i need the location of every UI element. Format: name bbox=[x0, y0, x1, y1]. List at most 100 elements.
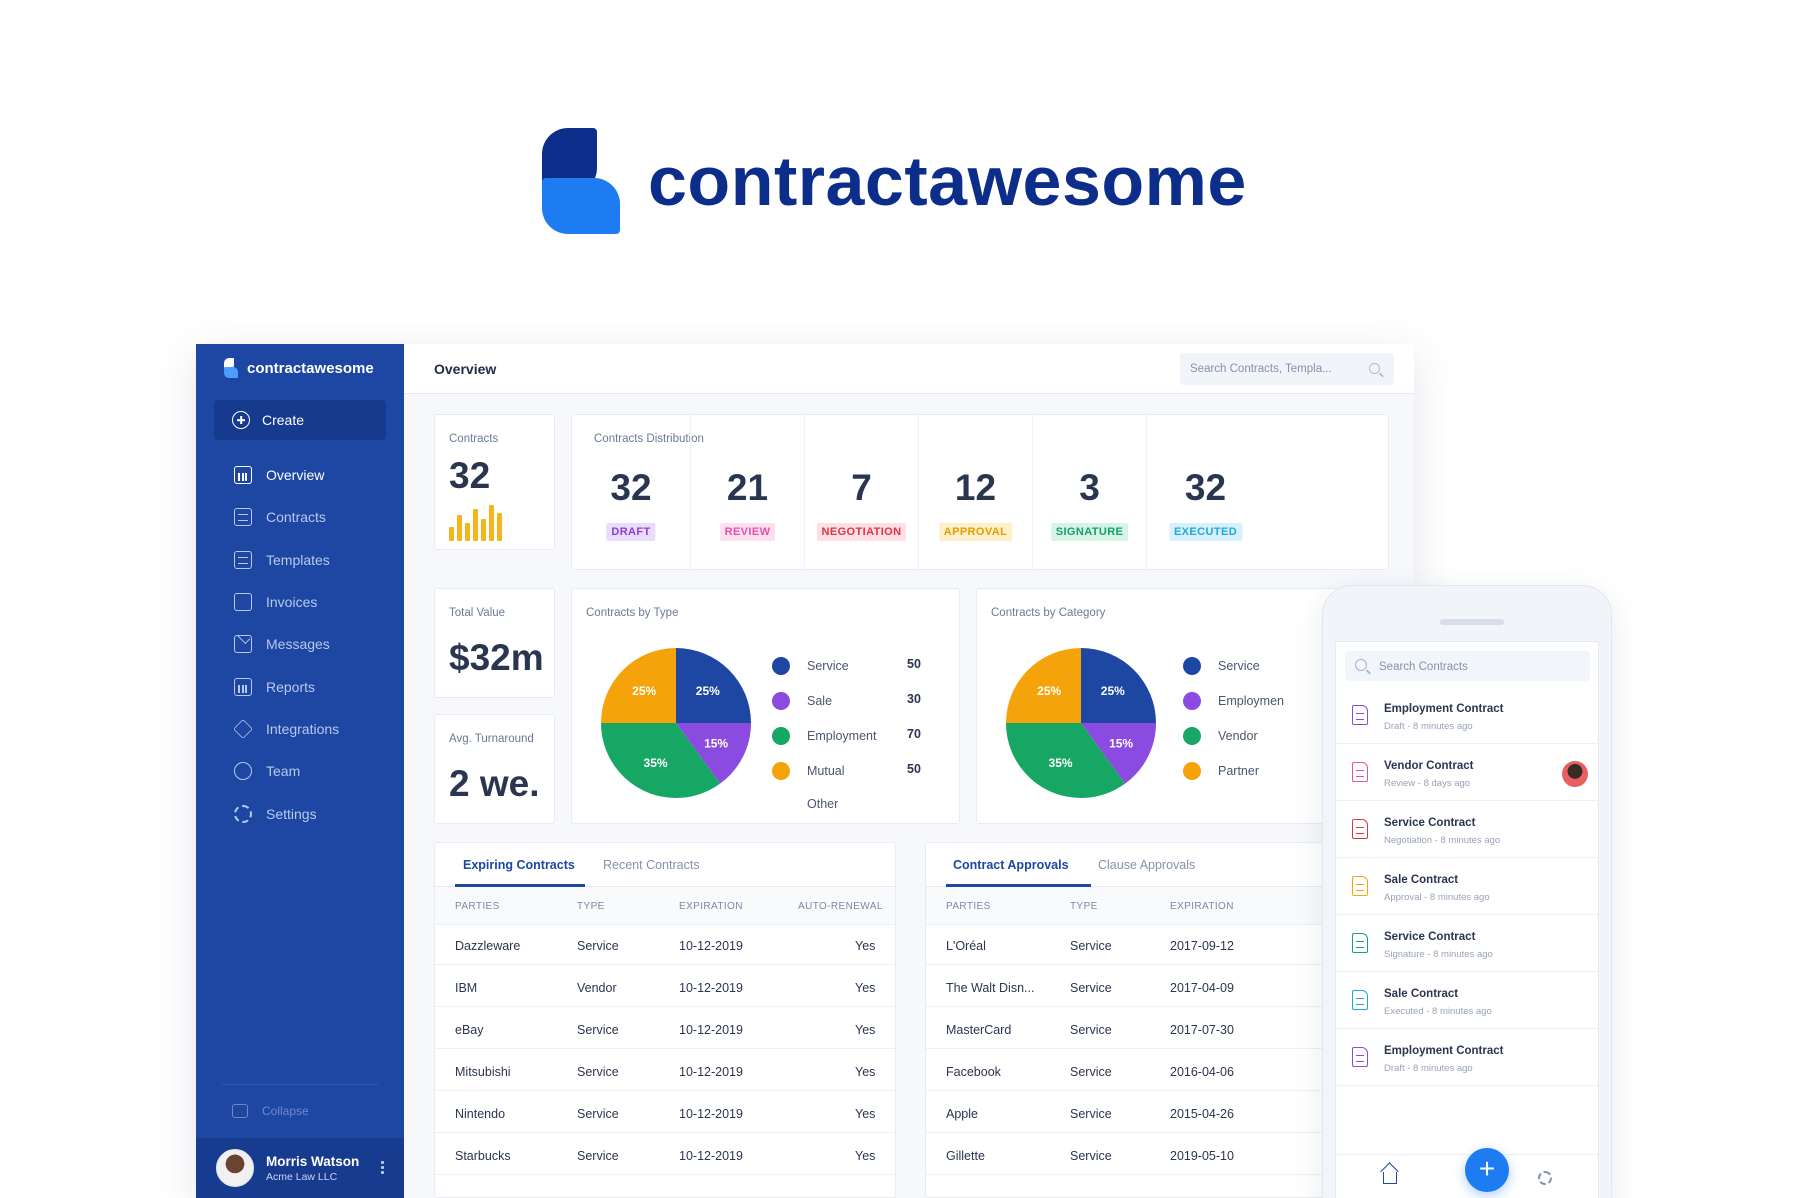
more-icon[interactable] bbox=[381, 1160, 384, 1175]
sidebar-item-contracts[interactable]: Contracts bbox=[196, 496, 404, 538]
tab-contract-approvals[interactable]: Contract Approvals bbox=[953, 858, 1069, 872]
document-icon bbox=[1352, 1047, 1368, 1067]
mobile-contract-item[interactable]: Service Contract Negotiation - 8 minutes … bbox=[1336, 804, 1598, 858]
table-cell: 2017-07-30 bbox=[1170, 1023, 1234, 1037]
legend-item[interactable]: Service bbox=[1183, 657, 1260, 675]
sidebar-item-templates[interactable]: Templates bbox=[196, 539, 404, 581]
pie-slice[interactable] bbox=[601, 723, 721, 798]
home-icon[interactable] bbox=[1383, 1172, 1397, 1184]
table-cell: The Walt Disn... bbox=[946, 981, 1035, 995]
mobile-contract-item[interactable]: Sale Contract Approval - 8 minutes ago bbox=[1336, 861, 1598, 915]
pie-slice[interactable] bbox=[676, 723, 751, 784]
distribution-stage[interactable]: 7 NEGOTIATION bbox=[804, 415, 918, 569]
pie-slice[interactable] bbox=[1081, 723, 1156, 784]
plus-circle-icon bbox=[232, 411, 250, 429]
table-cell: Yes bbox=[855, 939, 876, 953]
legend-item[interactable]: Service bbox=[772, 657, 849, 675]
document-icon bbox=[1352, 762, 1368, 782]
table-cell: IBM bbox=[455, 981, 478, 995]
pie-slice-label: 35% bbox=[1049, 756, 1073, 770]
legend-item[interactable]: Mutual bbox=[772, 762, 845, 780]
stage-count: 7 bbox=[851, 467, 872, 508]
legend-item[interactable]: Employment bbox=[772, 727, 876, 745]
sidebar-item-team[interactable]: Team bbox=[196, 750, 404, 792]
sidebar-item-settings[interactable]: Settings bbox=[196, 792, 404, 834]
legend-item[interactable]: Employmen bbox=[1183, 692, 1284, 710]
mobile-contract-item[interactable]: Vendor Contract Review - 8 days ago bbox=[1336, 747, 1598, 801]
legend-item[interactable]: Other bbox=[772, 797, 838, 811]
active-tab-indicator bbox=[455, 884, 585, 887]
table-cell: Yes bbox=[855, 981, 876, 995]
mobile-search-input[interactable]: Search Contracts bbox=[1345, 651, 1590, 681]
phone-speaker bbox=[1440, 619, 1504, 625]
table-cell: Service bbox=[1070, 1149, 1112, 1163]
legend-item[interactable]: Sale bbox=[772, 692, 832, 710]
column-header[interactable]: EXPIRATION bbox=[1170, 901, 1234, 912]
total-value: $32m bbox=[449, 637, 544, 678]
tab-clause-approvals[interactable]: Clause Approvals bbox=[1098, 858, 1196, 872]
column-header[interactable]: AUTO-RENEWAL bbox=[798, 901, 883, 912]
table-row[interactable]: Starbucks Service 10-12-2019 Yes bbox=[435, 1135, 895, 1175]
document-icon bbox=[1352, 876, 1368, 896]
turnaround-value: 2 we. bbox=[449, 763, 540, 804]
pie-slice[interactable] bbox=[601, 648, 676, 723]
sidebar-item-reports[interactable]: Reports bbox=[196, 665, 404, 707]
table-cell: Service bbox=[1070, 981, 1112, 995]
pie-slice-label: 25% bbox=[696, 684, 720, 698]
sidebar-item-integrations[interactable]: Integrations bbox=[196, 708, 404, 750]
table-row[interactable]: eBay Service 10-12-2019 Yes bbox=[435, 1009, 895, 1049]
contracts-count: 32 bbox=[449, 455, 491, 496]
pie-slice[interactable] bbox=[676, 648, 751, 723]
column-header[interactable]: TYPE bbox=[1070, 901, 1098, 912]
distribution-stage[interactable]: 3 SIGNATURE bbox=[1032, 415, 1146, 569]
page-title: Overview bbox=[434, 361, 497, 377]
mobile-contract-item[interactable]: Service Contract Signature - 8 minutes ag… bbox=[1336, 918, 1598, 972]
column-header[interactable]: TYPE bbox=[577, 901, 605, 912]
pie-slice[interactable] bbox=[1081, 648, 1156, 723]
table-row[interactable]: Dazzleware Service 10-12-2019 Yes bbox=[435, 925, 895, 965]
table-cell: Service bbox=[577, 1149, 619, 1163]
search-input[interactable]: Search Contracts, Templa... bbox=[1180, 353, 1394, 385]
distribution-stage[interactable]: 21 REVIEW bbox=[690, 415, 804, 569]
table-row[interactable]: Mitsubishi Service 10-12-2019 Yes bbox=[435, 1051, 895, 1091]
create-button[interactable]: Create bbox=[214, 400, 386, 440]
card-label: Contracts bbox=[449, 433, 499, 445]
column-header[interactable]: EXPIRATION bbox=[679, 901, 743, 912]
user-profile[interactable]: Morris Watson Acme Law LLC bbox=[196, 1138, 404, 1198]
table-row[interactable]: IBM Vendor 10-12-2019 Yes bbox=[435, 967, 895, 1007]
pie-slice[interactable] bbox=[1006, 723, 1126, 798]
legend-swatch bbox=[1183, 762, 1201, 780]
search-icon[interactable] bbox=[1369, 363, 1380, 374]
column-header[interactable]: PARTIES bbox=[946, 901, 991, 912]
contract-status: Negotiation - 8 minutes ago bbox=[1384, 835, 1501, 846]
sidebar-item-label: Settings bbox=[266, 805, 317, 822]
distribution-stage[interactable]: 12 APPROVAL bbox=[918, 415, 1032, 569]
pie-slice[interactable] bbox=[1006, 648, 1081, 723]
table-cell: 10-12-2019 bbox=[679, 939, 743, 953]
legend-item[interactable]: Vendor bbox=[1183, 727, 1258, 745]
table-row[interactable]: Nintendo Service 10-12-2019 Yes bbox=[435, 1093, 895, 1133]
legend-item[interactable]: Partner bbox=[1183, 762, 1259, 780]
sidebar-logo[interactable]: contractawesome bbox=[224, 358, 374, 378]
mobile-contract-item[interactable]: Employment Contract Draft - 8 minutes ago bbox=[1336, 1032, 1598, 1086]
tab-expiring-contracts[interactable]: Expiring Contracts bbox=[463, 858, 575, 872]
distribution-stage[interactable]: 32 EXECUTED bbox=[1146, 415, 1264, 569]
sidebar-item-messages[interactable]: Messages bbox=[196, 623, 404, 665]
gear-icon[interactable] bbox=[1538, 1171, 1552, 1185]
legend-swatch bbox=[1183, 727, 1201, 745]
add-contract-button[interactable]: + bbox=[1465, 1148, 1509, 1192]
sidebar-item-invoices[interactable]: Invoices bbox=[196, 581, 404, 623]
type-chart-card: Contracts by Type 25% 15% 35% 25% Service 50… bbox=[571, 588, 960, 824]
table-cell: Nintendo bbox=[455, 1107, 506, 1121]
distribution-stage[interactable]: 32 DRAFT bbox=[572, 415, 690, 569]
mobile-contract-item[interactable]: Employment Contract Draft - 8 minutes ago bbox=[1336, 690, 1598, 744]
column-header[interactable]: PARTIES bbox=[455, 901, 500, 912]
legend-swatch bbox=[1183, 657, 1201, 675]
collapse-button[interactable]: Collapse bbox=[232, 1104, 309, 1118]
sidebar-item-overview[interactable]: Overview bbox=[196, 454, 404, 496]
collapse-icon bbox=[232, 1104, 248, 1118]
mobile-contract-item[interactable]: Sale Contract Executed - 8 minutes ago bbox=[1336, 975, 1598, 1029]
user-org: Acme Law LLC bbox=[266, 1170, 338, 1183]
tab-recent-contracts[interactable]: Recent Contracts bbox=[603, 858, 700, 872]
